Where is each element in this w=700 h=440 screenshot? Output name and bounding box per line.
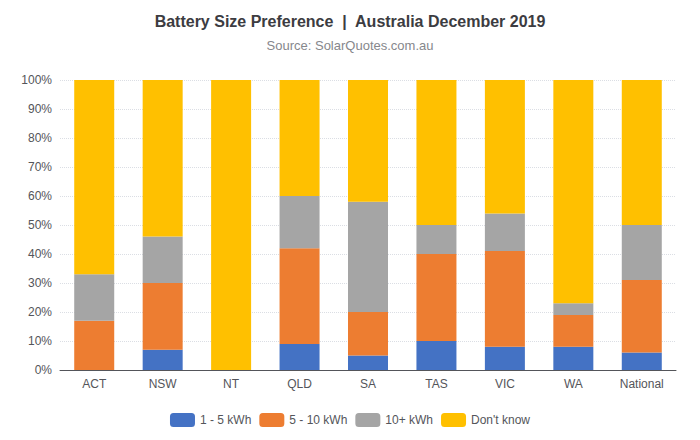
svg-text:VIC: VIC (495, 377, 515, 391)
svg-text:National: National (620, 377, 664, 391)
svg-text:40%: 40% (28, 247, 52, 261)
svg-text:NSW: NSW (149, 377, 178, 391)
svg-text:90%: 90% (28, 102, 52, 116)
svg-text:Battery Size Preference | Au: Battery Size Preference | Australia Dece… (155, 13, 546, 30)
svg-text:Don't know: Don't know (471, 413, 530, 427)
svg-text:0%: 0% (35, 363, 53, 377)
svg-text:10+ kWh: 10+ kWh (385, 413, 433, 427)
svg-text:100%: 100% (21, 73, 52, 87)
svg-text:TAS: TAS (425, 377, 447, 391)
svg-text:SA: SA (360, 377, 376, 391)
svg-text:5 - 10 kWh: 5 - 10 kWh (289, 413, 347, 427)
svg-text:50%: 50% (28, 218, 52, 232)
svg-text:70%: 70% (28, 160, 52, 174)
svg-text:Source: SolarQuotes.com.au: Source: SolarQuotes.com.au (267, 38, 434, 53)
svg-text:80%: 80% (28, 131, 52, 145)
svg-text:10%: 10% (28, 334, 52, 348)
svg-text:1 - 5 kWh: 1 - 5 kWh (200, 413, 251, 427)
svg-text:30%: 30% (28, 276, 52, 290)
svg-text:QLD: QLD (287, 377, 312, 391)
svg-text:ACT: ACT (82, 377, 107, 391)
svg-text:WA: WA (564, 377, 583, 391)
svg-text:NT: NT (223, 377, 240, 391)
svg-text:20%: 20% (28, 305, 52, 319)
svg-text:60%: 60% (28, 189, 52, 203)
